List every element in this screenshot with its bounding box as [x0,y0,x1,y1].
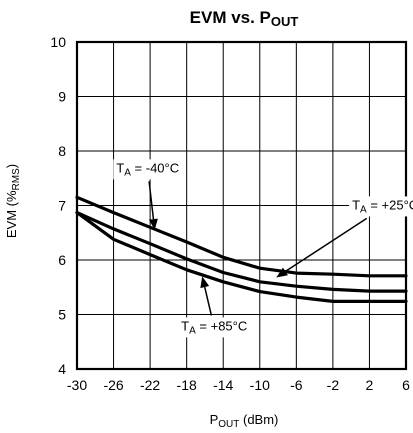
chart-title: EVM vs. POUT [190,8,299,29]
y-axis-label-subscript: RMS [11,168,22,191]
x-tick-label-2: -22 [140,377,160,393]
annotation-1-subscript: A [360,204,367,215]
annotation-1-arrow-head [276,267,288,278]
annotation-1-prefix: T [352,197,360,212]
y-axis-label-main: EVM (% [4,190,19,238]
annotation-0: TA = -40°C [113,159,183,231]
y-tick-label-0: 4 [58,361,66,377]
annotation-2: TA = +85°C [178,276,251,338]
y-tick-label-3: 7 [58,198,66,214]
annotation-0-text: = -40°C [131,160,179,175]
annotation-1: TA = +25°C [276,196,413,278]
y-tick-label-6: 10 [50,34,66,50]
y-axis-label-close: ) [4,164,19,168]
x-tick-label-0: -30 [67,377,87,393]
x-axis-label-main: P [210,412,219,427]
y-tick-labels: 4 5 6 7 8 9 10 [50,34,66,377]
x-axis-label: POUT (dBm) [210,412,279,430]
annotation-0-label: TA = -40°C [116,160,179,178]
chart-title-subscript: OUT [271,14,299,29]
y-tick-label-5: 9 [58,89,66,105]
annotation-0-prefix: T [116,160,124,175]
series-line-0 [75,195,408,278]
x-tick-label-1: -26 [103,377,123,393]
annotation-1-text: = +25°C [367,197,413,212]
y-axis-label: EVM (%RMS) [4,164,22,238]
y-tick-label-2: 6 [58,252,66,268]
chart-title-main: EVM vs. P [190,8,271,27]
annotation-0-bg [113,159,183,180]
x-tick-label-8: 2 [366,377,374,393]
series-line-2 [75,211,408,303]
annotation-2-text: = +85°C [196,318,247,333]
y-tick-label-1: 5 [58,307,66,323]
annotation-0-subscript: A [124,167,131,178]
x-tick-label-6: -6 [290,377,303,393]
annotation-2-arrow-shaft [203,286,213,316]
annotation-2-subscript: A [189,325,196,336]
series-line-1 [75,211,408,293]
x-tick-label-4: -14 [213,377,233,393]
annotation-1-arrow-shaft [285,217,368,273]
annotation-2-bg [178,317,251,338]
series-lines [75,195,408,303]
x-tick-label-3: -18 [177,377,197,393]
x-tick-label-5: -10 [250,377,270,393]
annotation-1-bg [349,196,413,217]
annotation-2-label: TA = +85°C [181,318,247,336]
annotation-0-arrow-head [148,218,158,231]
annotation-0-arrow-shaft [148,181,155,220]
series-annotations: TA = -40°CTA = +25°CTA = +85°C [113,159,413,338]
y-tick-label-4: 8 [58,143,66,159]
x-tick-label-7: -2 [327,377,340,393]
annotation-2-prefix: T [181,318,189,333]
x-axis-label-unit: (dBm) [239,412,278,427]
x-tick-label-9: 6 [402,377,410,393]
x-tick-labels: -30 -26 -22 -18 -14 -10 -6 -2 2 6 [67,377,410,393]
annotation-2-arrow-head [200,276,210,289]
annotation-1-label: TA = +25°C [352,197,413,215]
x-axis-label-subscript: OUT [218,419,239,430]
